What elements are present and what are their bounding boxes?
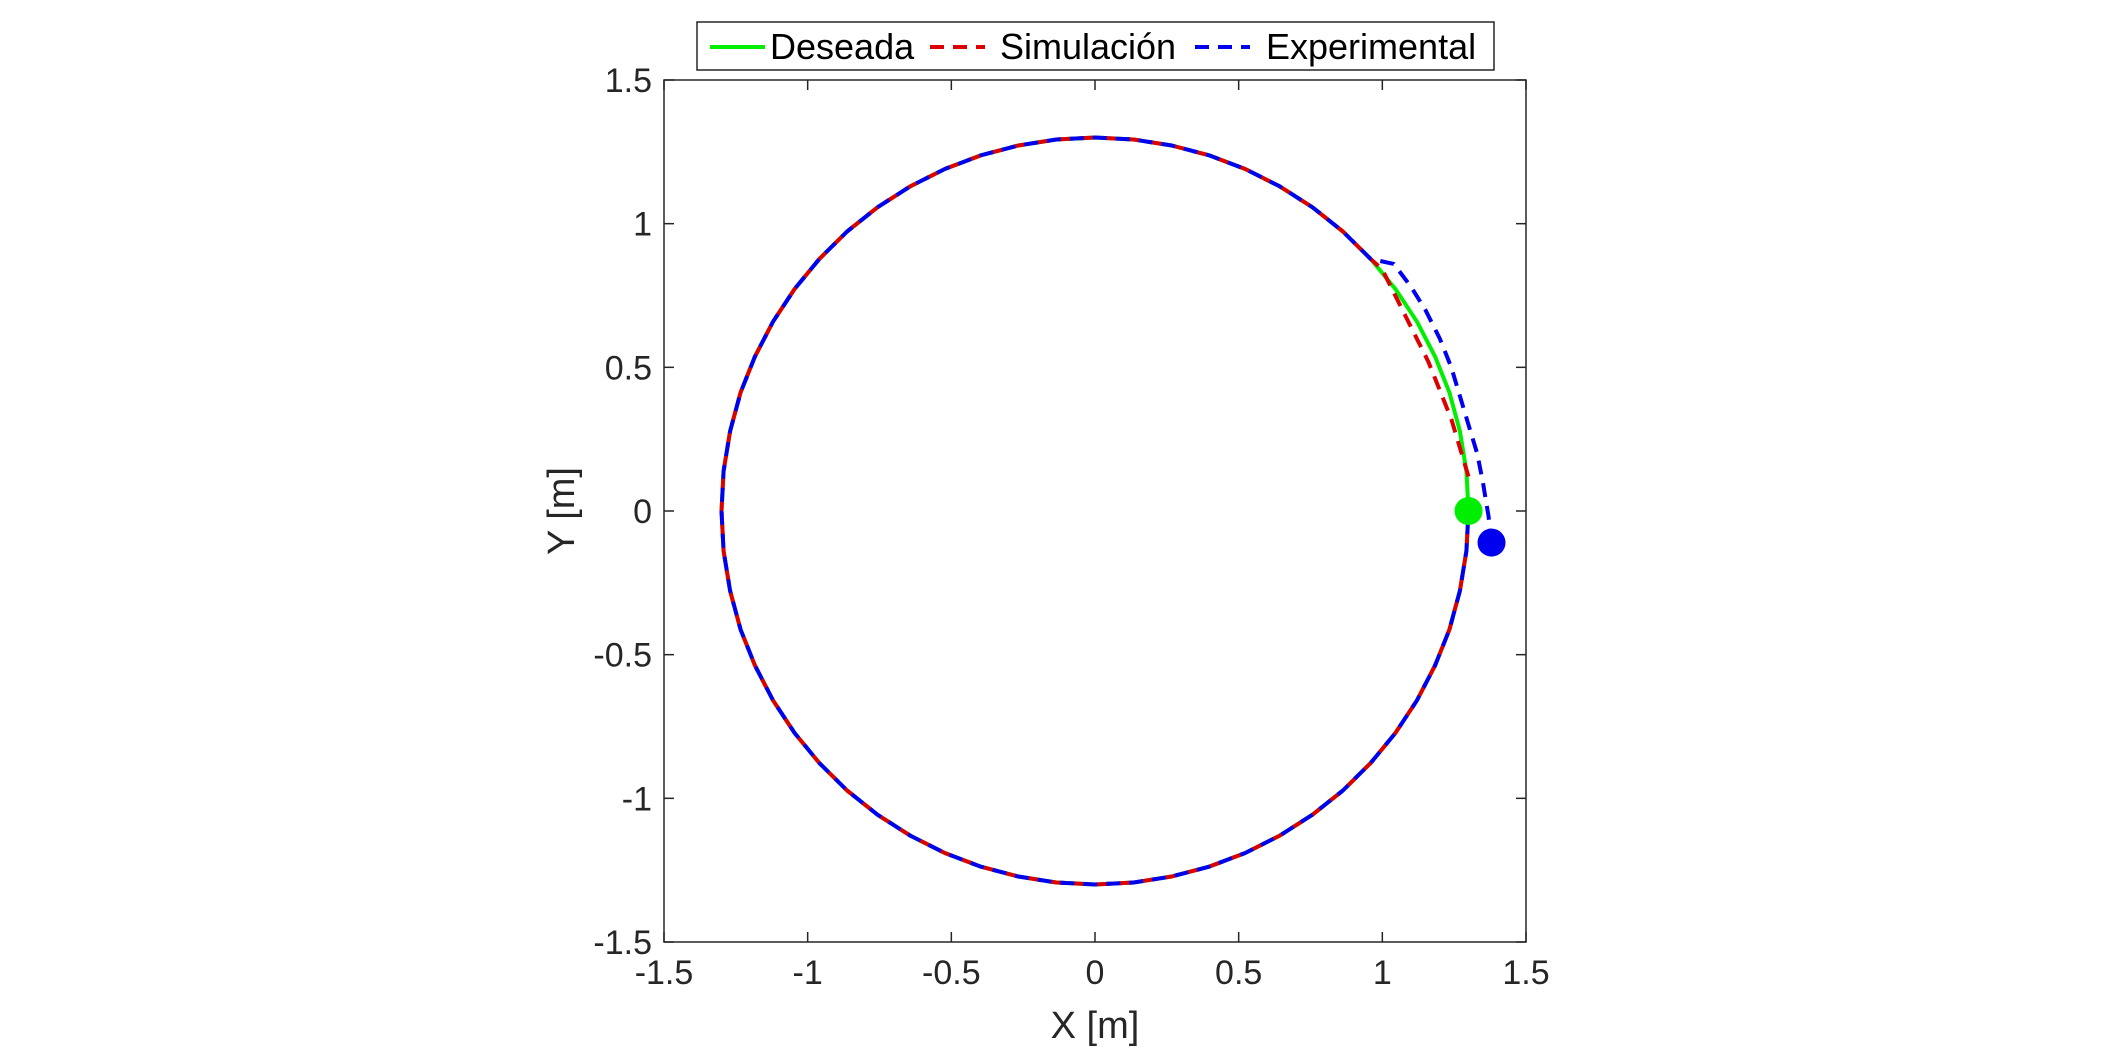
y-tick-label: 1.5 xyxy=(605,62,652,100)
y-tick-label: -1.5 xyxy=(593,924,652,962)
x-tick-labels: -1.5 -1 -0.5 0 0.5 1 1.5 xyxy=(635,954,1550,992)
y-tick-label: -0.5 xyxy=(593,637,652,675)
legend-label-deseada: Deseada xyxy=(770,26,915,67)
x-tick-label: 1 xyxy=(1373,954,1392,992)
y-axis-label: Y [m] xyxy=(541,467,583,555)
y-tick-label: 0.5 xyxy=(605,349,652,387)
legend-label-simulacion: Simulación xyxy=(1000,26,1176,67)
legend-label-experimental: Experimental xyxy=(1266,26,1476,67)
series-layer xyxy=(719,135,1494,887)
y-tick-label: -1 xyxy=(622,780,652,818)
x-tick-label: 0.5 xyxy=(1215,954,1262,992)
y-tick-label: 1 xyxy=(633,206,652,244)
marker-layer xyxy=(1454,497,1506,557)
marker-start-desired xyxy=(1454,497,1483,525)
y-tick-label: 0 xyxy=(633,493,652,531)
x-tick-label: -1.5 xyxy=(635,954,694,992)
marker-start-experimental xyxy=(1477,528,1506,557)
axis-ticks xyxy=(663,79,1527,943)
plot-area xyxy=(663,79,1527,943)
legend-box xyxy=(696,21,1495,71)
x-tick-label: -0.5 xyxy=(922,954,981,992)
y-tick-labels: -1.5 -1 -0.5 0 0.5 1 1.5 xyxy=(593,62,652,962)
x-tick-label: 0 xyxy=(1086,954,1105,992)
x-axis-label: X [m] xyxy=(1051,1005,1140,1047)
x-tick-label: -1 xyxy=(793,954,823,992)
series-line-2 xyxy=(719,135,1494,887)
x-tick-label: 1.5 xyxy=(1502,954,1549,992)
legend: Deseada Simulación Experimental xyxy=(696,21,1495,71)
